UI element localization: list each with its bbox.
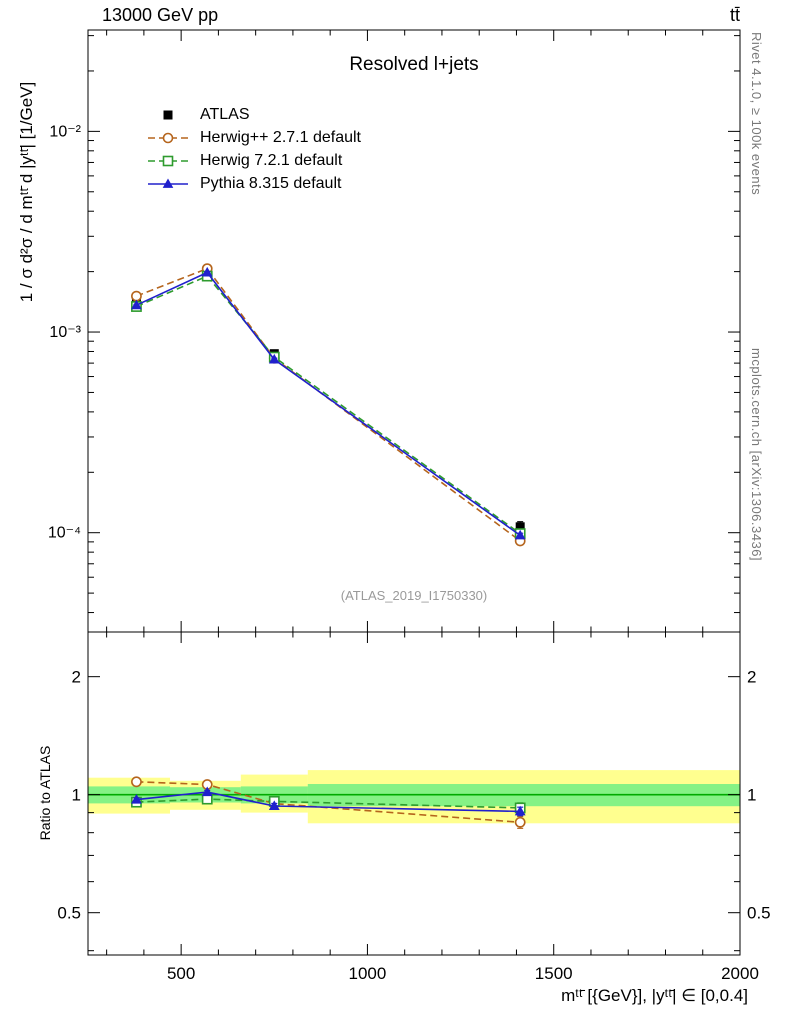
ratio-uncertainty-bands bbox=[88, 770, 740, 824]
process-label: tt̄ bbox=[729, 5, 740, 25]
legend-item-pythia: Pythia 8.315 default bbox=[146, 172, 361, 195]
panel-title: Resolved l+jets bbox=[349, 54, 479, 75]
y-tick-label: 10⁻³ bbox=[49, 324, 81, 341]
ratio-tick-label-left: 1 bbox=[72, 786, 81, 805]
ratio-y-axis-label: Ratio to ATLAS bbox=[37, 745, 53, 841]
y-tick-label: 10⁻² bbox=[49, 123, 81, 140]
axes-frame bbox=[87, 29, 741, 956]
x-axis-label: mᵗᵗ̄ [{GeV}], |yᵗᵗ̄| ∈ [0,0.4] bbox=[561, 986, 748, 1005]
rivet-version-note: Rivet 4.1.0, ≥ 100k events bbox=[749, 32, 764, 196]
series-pythia-8-315-default bbox=[131, 266, 526, 817]
legend-marker-atlas-icon bbox=[163, 110, 173, 119]
legend-label-herwigpp: Herwig++ 2.7.1 default bbox=[200, 128, 361, 146]
legend-label-atlas: ATLAS bbox=[200, 105, 250, 123]
ratio-tick-label-left: 2 bbox=[72, 668, 81, 687]
ratio-tick-label-right: 1 bbox=[747, 786, 756, 805]
tick-labels: 500 1000 1500 2000 10⁻² 10⁻³ 10⁻⁴ 0.5 0.5 1 1 2 2 bbox=[48, 123, 771, 983]
series-atlas bbox=[131, 269, 525, 533]
x-tick-label: 500 bbox=[167, 964, 195, 983]
legend-marker-pythia-icon bbox=[148, 178, 188, 188]
ratio-tick-label-left: 0.5 bbox=[57, 904, 81, 923]
ratio-tick-label-right: 0.5 bbox=[747, 904, 771, 923]
ratio-tick-label-right: 2 bbox=[747, 668, 756, 687]
legend-marker-herwig7-icon bbox=[148, 155, 188, 166]
x-tick-label: 2000 bbox=[721, 964, 759, 983]
x-tick-label: 1500 bbox=[535, 964, 573, 983]
y-axis-label: 1 / σ d²σ / d mᵗᵗ̄ d |yᵗᵗ̄| [1/GeV] bbox=[17, 81, 36, 303]
legend-item-atlas: ATLAS bbox=[146, 103, 361, 126]
beam-energy-label: 13000 GeV pp bbox=[102, 5, 219, 25]
x-tick-label: 1000 bbox=[349, 964, 387, 983]
legend-item-herwig7: Herwig 7.2.1 default bbox=[146, 149, 361, 172]
series-herwig-2-7-1-default bbox=[131, 263, 526, 829]
mcplots-source-note: mcplots.cern.ch [arXiv:1306.3436] bbox=[749, 348, 764, 562]
legend-marker-herwigpp-icon bbox=[148, 132, 188, 143]
series-herwig-7-2-1-default bbox=[131, 270, 526, 814]
legend-label-herwig7: Herwig 7.2.1 default bbox=[200, 151, 343, 169]
y-tick-label: 10⁻⁴ bbox=[48, 525, 81, 542]
legend-label-pythia: Pythia 8.315 default bbox=[200, 174, 342, 192]
legend: ATLAS Herwig++ 2.7.1 default Herwig 7.2.… bbox=[146, 103, 361, 195]
analysis-watermark: (ATLAS_2019_I1750330) bbox=[340, 588, 488, 603]
legend-item-herwigpp: Herwig++ 2.7.1 default bbox=[146, 126, 361, 149]
